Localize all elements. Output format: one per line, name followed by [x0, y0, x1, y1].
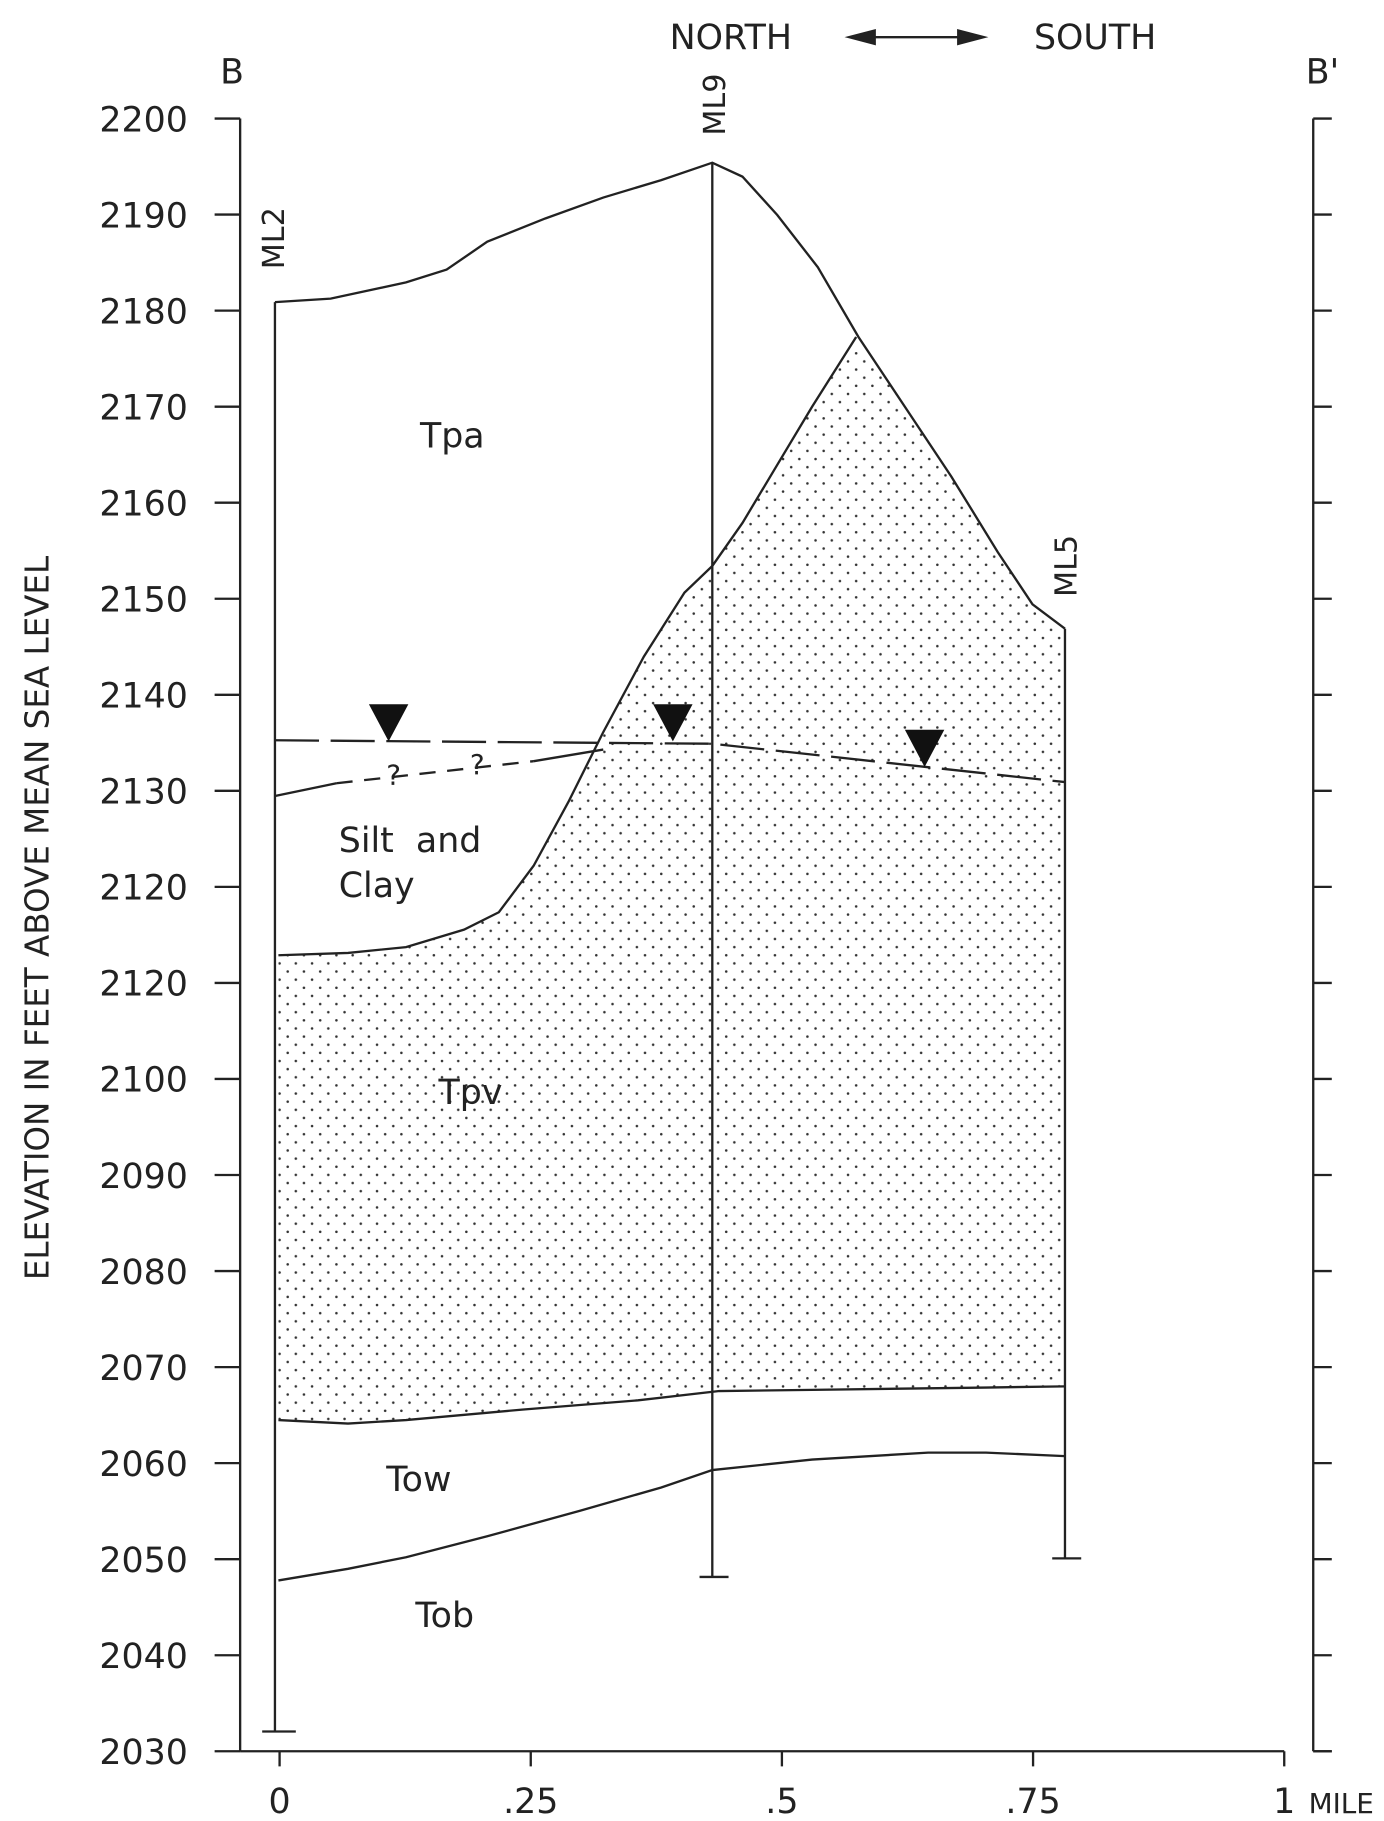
silt-top-inferred	[336, 761, 533, 783]
y-tick-label: 2150	[99, 581, 188, 621]
y-tick-label: 2030	[99, 1733, 188, 1773]
y-tick-label: 2140	[99, 677, 188, 717]
north-label: NORTH	[670, 18, 793, 58]
y-tick-label: 2090	[99, 1157, 188, 1197]
unit-label: Clay	[339, 866, 415, 906]
direction-arrow	[845, 29, 989, 45]
unit-label: Tpa	[419, 416, 485, 456]
cross-section: NORTH SOUTH B B' ELEVATION IN FEET ABOVE…	[0, 0, 1384, 1821]
y-tick-label: 2160	[99, 484, 188, 524]
unit-label: Tpv	[438, 1073, 503, 1113]
x-tick-label: .25	[503, 1782, 558, 1821]
well-label: ML9	[698, 74, 733, 136]
y-tick-label: 2100	[99, 1061, 188, 1101]
y-tick-label: 2080	[99, 1253, 188, 1293]
y-tick-label: 2120	[99, 965, 188, 1005]
x-tick-label: 0	[269, 1782, 291, 1821]
y-tick-label: 2120	[99, 869, 188, 909]
query-mark: ?	[470, 748, 485, 781]
x-tick-label: 1	[1273, 1782, 1295, 1821]
unit-label: Tob	[414, 1596, 474, 1636]
section-end: B'	[1306, 53, 1339, 93]
page: NORTH SOUTH B B' ELEVATION IN FEET ABOVE…	[0, 0, 1384, 1821]
y-tick-label: 2170	[99, 388, 188, 428]
y-tick-label: 2190	[99, 196, 188, 236]
y-axis-title: ELEVATION IN FEET ABOVE MEAN SEA LEVEL	[19, 556, 57, 1280]
well-label: ML2	[257, 207, 292, 269]
query-mark: ?	[386, 758, 401, 791]
well-label: ML5	[1050, 535, 1085, 597]
y-tick-label: 2060	[99, 1445, 188, 1485]
x-tick-label: .5	[765, 1782, 798, 1821]
silt-top	[275, 783, 336, 796]
south-label: SOUTH	[1034, 18, 1156, 58]
y-tick-label: 2130	[99, 773, 188, 813]
y-tick-label: 2070	[99, 1349, 188, 1389]
y-tick-label: 2180	[99, 292, 188, 332]
y-tick-label: 2040	[99, 1637, 188, 1677]
y-tick-label: 2050	[99, 1541, 188, 1581]
x-unit: MILE	[1309, 1787, 1374, 1820]
y-tick-label: 2200	[99, 100, 188, 140]
unit-label: Silt and	[339, 821, 482, 861]
section-start: B	[220, 53, 244, 93]
x-tick-label: .75	[1005, 1782, 1060, 1821]
unit-label: Tow	[385, 1460, 451, 1500]
